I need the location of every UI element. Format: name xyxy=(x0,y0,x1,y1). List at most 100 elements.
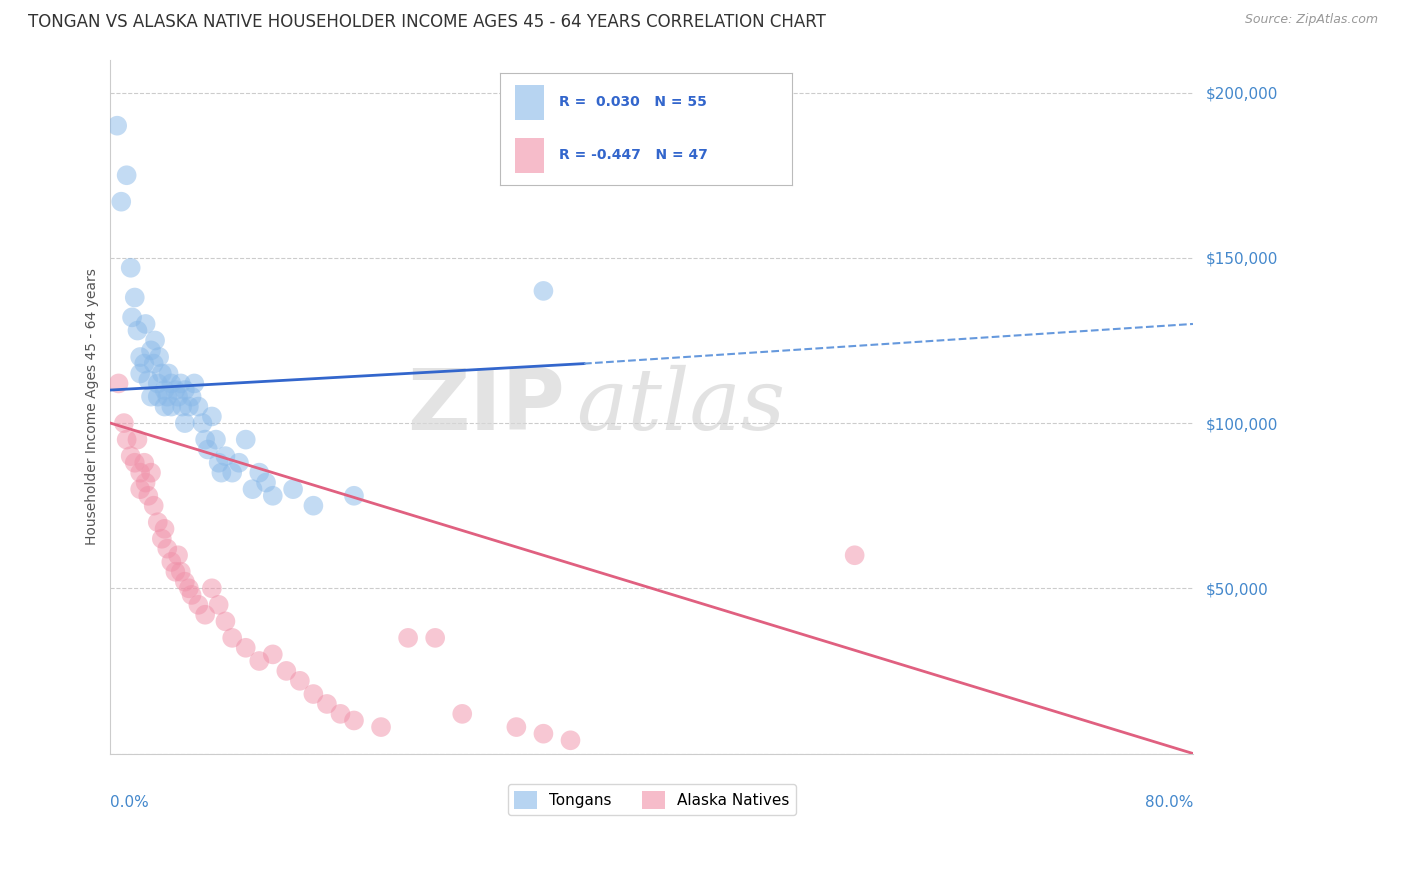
Tongans xyxy=(165,383,187,397)
Tongans xyxy=(194,433,217,447)
Tongans xyxy=(157,367,180,381)
Alaska Natives xyxy=(288,673,311,688)
Alaska Natives xyxy=(187,598,209,612)
Alaska Natives xyxy=(208,598,231,612)
Tongans xyxy=(533,284,555,298)
Tongans xyxy=(153,383,176,397)
Tongans xyxy=(135,317,157,331)
Alaska Natives xyxy=(167,548,190,562)
Alaska Natives xyxy=(129,482,152,496)
Alaska Natives xyxy=(451,706,474,721)
Alaska Natives xyxy=(173,574,195,589)
Tongans xyxy=(302,499,325,513)
Alaska Natives xyxy=(107,376,129,391)
Alaska Natives xyxy=(129,466,152,480)
Text: ZIP: ZIP xyxy=(408,365,565,448)
Tongans xyxy=(143,334,166,348)
Alaska Natives xyxy=(235,640,257,655)
Tongans xyxy=(281,482,304,496)
Alaska Natives xyxy=(127,433,149,447)
Alaska Natives xyxy=(142,499,165,513)
Tongans xyxy=(214,449,236,463)
Text: 80.0%: 80.0% xyxy=(1144,795,1192,810)
Tongans xyxy=(180,390,202,404)
Alaska Natives xyxy=(214,615,236,629)
Tongans xyxy=(156,390,179,404)
Tongans xyxy=(173,383,195,397)
Tongans xyxy=(129,350,152,364)
Alaska Natives xyxy=(120,449,142,463)
Tongans xyxy=(124,291,146,305)
Tongans xyxy=(148,350,170,364)
Alaska Natives xyxy=(124,456,146,470)
Alaska Natives xyxy=(276,664,298,678)
Tongans xyxy=(115,168,138,182)
Alaska Natives xyxy=(165,565,187,579)
Tongans xyxy=(262,489,284,503)
Tongans xyxy=(201,409,224,424)
Tongans xyxy=(187,400,209,414)
Alaska Natives xyxy=(560,733,582,747)
Alaska Natives xyxy=(425,631,447,645)
Tongans xyxy=(183,376,205,391)
Tongans xyxy=(191,416,214,430)
Text: 0.0%: 0.0% xyxy=(111,795,149,810)
Alaska Natives xyxy=(170,565,193,579)
Alaska Natives xyxy=(156,541,179,556)
Alaska Natives xyxy=(160,555,183,569)
Alaska Natives xyxy=(194,607,217,622)
Tongans xyxy=(150,367,173,381)
Text: atlas: atlas xyxy=(576,365,785,448)
Tongans xyxy=(105,119,128,133)
Alaska Natives xyxy=(247,654,270,668)
Alaska Natives xyxy=(136,489,159,503)
Tongans xyxy=(247,466,270,480)
Tongans xyxy=(254,475,277,490)
Tongans xyxy=(139,343,162,358)
Tongans xyxy=(160,376,183,391)
Alaska Natives xyxy=(396,631,419,645)
Tongans xyxy=(127,324,149,338)
Tongans xyxy=(197,442,219,457)
Alaska Natives xyxy=(844,548,866,562)
Tongans xyxy=(121,310,143,325)
Y-axis label: Householder Income Ages 45 - 64 years: Householder Income Ages 45 - 64 years xyxy=(86,268,100,545)
Alaska Natives xyxy=(343,714,366,728)
Text: Source: ZipAtlas.com: Source: ZipAtlas.com xyxy=(1244,13,1378,27)
Alaska Natives xyxy=(177,582,200,596)
Alaska Natives xyxy=(112,416,135,430)
Tongans xyxy=(205,433,228,447)
Alaska Natives xyxy=(302,687,325,701)
Tongans xyxy=(110,194,132,209)
Tongans xyxy=(177,400,200,414)
Alaska Natives xyxy=(180,588,202,602)
Alaska Natives xyxy=(533,727,555,741)
Alaska Natives xyxy=(201,582,224,596)
Alaska Natives xyxy=(146,515,169,529)
Tongans xyxy=(172,400,194,414)
Tongans xyxy=(134,357,156,371)
Tongans xyxy=(228,456,250,470)
Tongans xyxy=(343,489,366,503)
Alaska Natives xyxy=(221,631,243,645)
Tongans xyxy=(173,416,195,430)
Tongans xyxy=(235,433,257,447)
Tongans xyxy=(139,390,162,404)
Alaska Natives xyxy=(150,532,173,546)
Alaska Natives xyxy=(135,475,157,490)
Alaska Natives xyxy=(134,456,156,470)
Legend: Tongans, Alaska Natives: Tongans, Alaska Natives xyxy=(508,784,796,815)
Alaska Natives xyxy=(316,697,339,711)
Tongans xyxy=(208,456,231,470)
Tongans xyxy=(160,400,183,414)
Tongans xyxy=(146,376,169,391)
Alaska Natives xyxy=(329,706,352,721)
Tongans xyxy=(153,400,176,414)
Alaska Natives xyxy=(370,720,392,734)
Alaska Natives xyxy=(153,522,176,536)
Tongans xyxy=(170,376,193,391)
Tongans xyxy=(129,367,152,381)
Tongans xyxy=(221,466,243,480)
Alaska Natives xyxy=(262,648,284,662)
Tongans xyxy=(167,390,190,404)
